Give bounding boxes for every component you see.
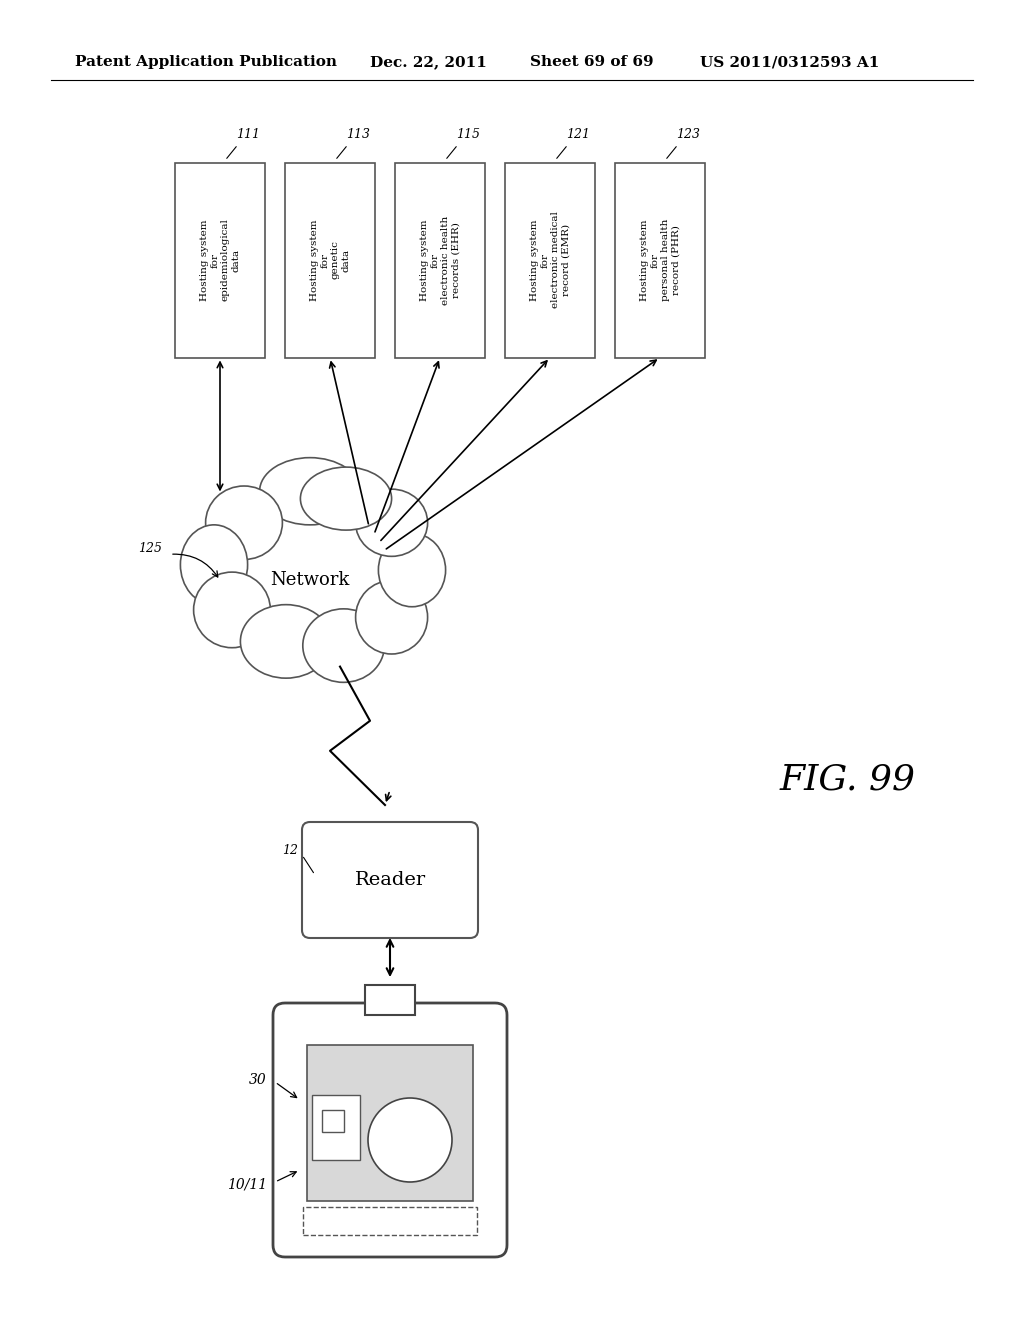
Text: Patent Application Publication: Patent Application Publication: [75, 55, 337, 69]
FancyBboxPatch shape: [285, 162, 375, 358]
Text: Sheet 69 of 69: Sheet 69 of 69: [530, 55, 653, 69]
Text: Hosting system
for
genetic
data: Hosting system for genetic data: [310, 219, 350, 301]
FancyBboxPatch shape: [302, 822, 478, 939]
FancyBboxPatch shape: [312, 1096, 360, 1160]
Text: 12: 12: [282, 843, 298, 857]
Circle shape: [368, 1098, 452, 1181]
FancyBboxPatch shape: [175, 162, 265, 358]
Text: 121: 121: [566, 128, 590, 141]
Text: 115: 115: [456, 128, 480, 141]
FancyBboxPatch shape: [303, 1206, 477, 1236]
Text: Network: Network: [270, 572, 349, 589]
FancyBboxPatch shape: [615, 162, 705, 358]
Text: US 2011/0312593 A1: US 2011/0312593 A1: [700, 55, 880, 69]
FancyBboxPatch shape: [273, 1003, 507, 1257]
Text: FIG. 99: FIG. 99: [780, 763, 916, 797]
FancyBboxPatch shape: [322, 1110, 344, 1133]
Text: 113: 113: [346, 128, 370, 141]
Text: 123: 123: [676, 128, 700, 141]
Text: Hosting system
for
electronic health
records (EHR): Hosting system for electronic health rec…: [420, 215, 460, 305]
FancyBboxPatch shape: [365, 985, 415, 1015]
FancyBboxPatch shape: [307, 1045, 473, 1201]
Text: 111: 111: [236, 128, 260, 141]
Text: 30: 30: [249, 1073, 267, 1086]
Text: Reader: Reader: [354, 871, 426, 888]
Text: Hosting system
for
personal health
record (PHR): Hosting system for personal health recor…: [640, 219, 680, 301]
Text: Dec. 22, 2011: Dec. 22, 2011: [370, 55, 486, 69]
Text: 10/11: 10/11: [227, 1177, 267, 1192]
Text: Hosting system
for
epidemiological
data: Hosting system for epidemiological data: [200, 219, 240, 301]
FancyBboxPatch shape: [505, 162, 595, 358]
FancyBboxPatch shape: [395, 162, 485, 358]
Text: 125: 125: [138, 543, 162, 556]
Text: Hosting system
for
electronic medical
record (EMR): Hosting system for electronic medical re…: [529, 211, 570, 309]
